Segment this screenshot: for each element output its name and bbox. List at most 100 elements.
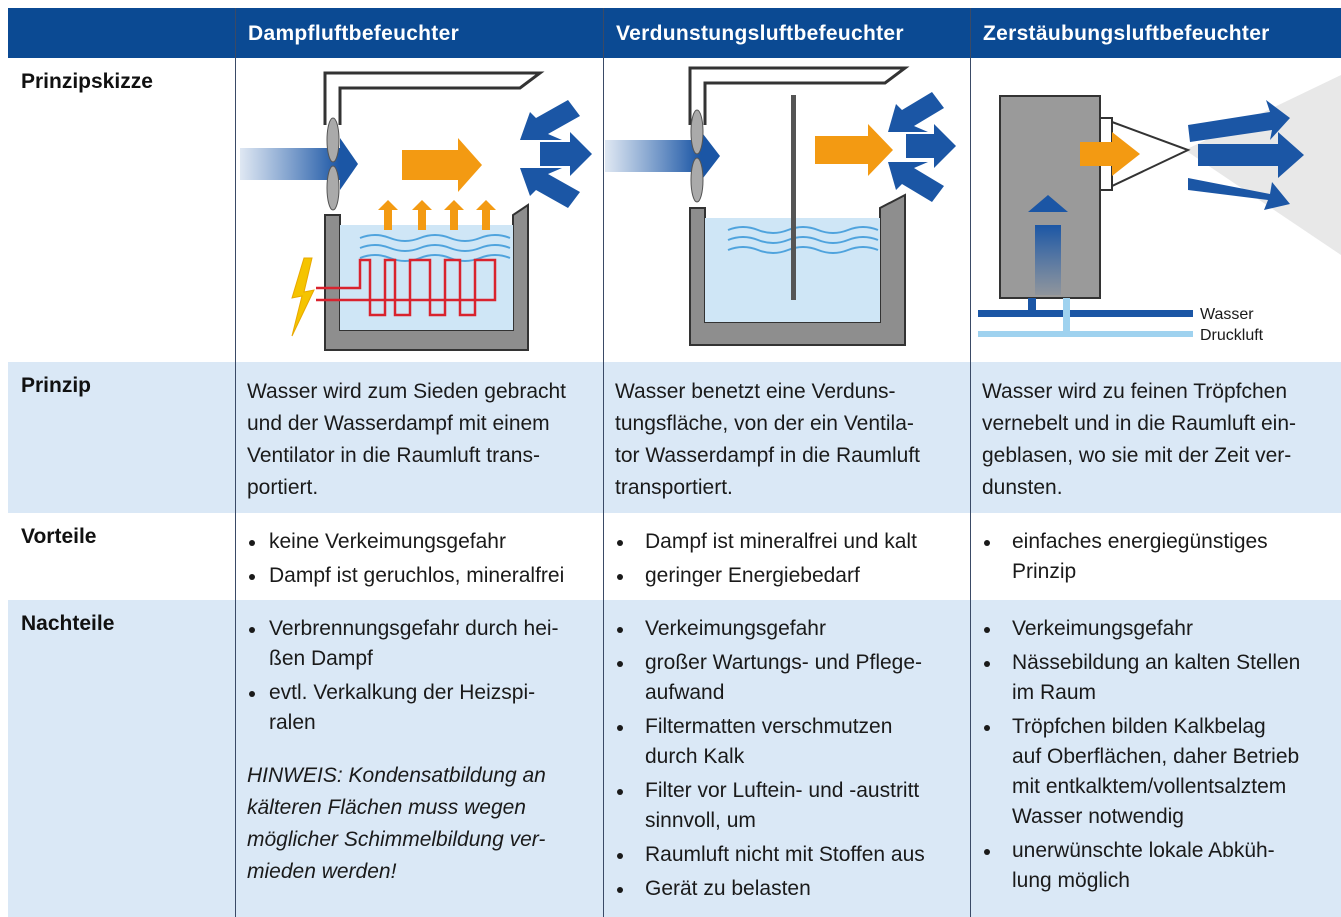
- text-line: Verbrennungsgefahr durch hei-: [269, 617, 559, 640]
- text-line: evtl. Verkalkung der Heizspi-: [269, 681, 536, 704]
- text-line: Dampf ist geruchlos, mineralfrei: [269, 564, 565, 587]
- text-line: kälteren Flächen muss wegen: [247, 796, 526, 819]
- row-label: Vorteile: [21, 525, 97, 548]
- text-line: Raumluft nicht mit Stoffen aus: [645, 843, 925, 866]
- text-line: Prinzip: [1012, 560, 1077, 583]
- text-line: portiert.: [247, 476, 319, 499]
- text-line: Wasser wird zum Sieden gebracht: [247, 380, 567, 403]
- text-line: Verkeimungsgefahr: [645, 617, 826, 640]
- bullet-dot: [617, 661, 623, 667]
- text-line: Dampf ist mineralfrei und kalt: [645, 530, 917, 553]
- cell: Wasser wird zum Sieden gebracht und der W…: [247, 376, 566, 504]
- text-line: Gerät zu belasten: [645, 877, 811, 900]
- text-line: mit entkalktem/vollentsalztem: [1012, 775, 1287, 798]
- bullet-item: unerwünschte lokale Abküh-lung möglich: [982, 836, 1300, 896]
- bullet-item: Tröpfchen bilden Kalkbelag auf Oberfläche…: [982, 712, 1300, 832]
- bullet-dot: [617, 574, 623, 580]
- row-band: [8, 600, 1341, 917]
- column-rule: [970, 8, 971, 917]
- text-line: keine Verkeimungsgefahr: [269, 530, 506, 553]
- text-line: einfaches energiegünstiges: [1012, 530, 1268, 553]
- text-line: durch Kalk: [645, 745, 745, 768]
- row-band: [8, 362, 1341, 513]
- text-line: Ventilator in die Raumluft trans-: [247, 444, 540, 467]
- text-line: Wasser notwendig: [1012, 805, 1184, 828]
- note: HINWEIS: Kondensatbildung an kälteren Flä…: [247, 760, 559, 888]
- column-header: Dampfluftbefeuchter: [248, 22, 460, 45]
- text-line: mieden werden!: [247, 860, 397, 883]
- cell: keine Verkeimungsgefahr Dampf ist geruchl…: [247, 527, 564, 595]
- sketch-evaporation: [605, 66, 956, 346]
- text-line: tungsfläche, von der ein Ventila-: [615, 412, 914, 435]
- bullet-item: Filtermatten verschmutzen durch Kalk: [615, 712, 925, 772]
- bullet-dot: [249, 574, 255, 580]
- bullet-dot: [249, 540, 255, 546]
- bullet-item: geringer Energiebedarf: [615, 561, 917, 591]
- header-band: [8, 8, 1341, 58]
- bullet-dot: [617, 789, 623, 795]
- text-line: tor Wasserdampf in die Raumluft: [615, 444, 921, 467]
- text-line: Wasser benetzt eine Verduns-: [615, 380, 896, 403]
- cell: Verbrennungsgefahr durch hei-ßen Dampf ev…: [247, 614, 559, 888]
- row-label: Prinzip: [21, 374, 92, 397]
- bullet-dot: [617, 853, 623, 859]
- bullet-item: Gerät zu belasten: [615, 874, 925, 904]
- bullet-dot: [617, 627, 623, 633]
- text-line: transportiert.: [615, 476, 733, 499]
- row-label: Prinzipskizze: [21, 70, 153, 93]
- bullet-item: Nässebildung an kalten Stellen im Raum: [982, 648, 1300, 708]
- bullet-item: evtl. Verkalkung der Heizspi-ralen: [247, 678, 559, 738]
- text-line: sinnvoll, um: [645, 809, 756, 832]
- text-line: vernebelt und in die Raumluft ein-: [982, 412, 1297, 435]
- text-line: geringer Energiebedarf: [645, 564, 860, 587]
- bullet-item: Verkeimungsgefahr: [982, 614, 1300, 644]
- cell: Verkeimungsgefahr Nässebildung an kalten …: [982, 614, 1300, 900]
- text-line: großer Wartungs- und Pflege-: [645, 651, 923, 674]
- bullet-item: Dampf ist mineralfrei und kalt: [615, 527, 917, 557]
- text-line: unerwünschte lokale Abküh-: [1012, 839, 1275, 862]
- bullet-dot: [984, 725, 990, 731]
- bullet-item: einfaches energiegünstiges Prinzip: [982, 527, 1268, 587]
- sketch-label: Wasser: [1200, 306, 1254, 323]
- text-line: aufwand: [645, 681, 725, 704]
- text-line: lung möglich: [1012, 869, 1130, 892]
- text-line: ßen Dampf: [269, 647, 373, 670]
- text-line: und der Wasserdampf mit einem: [247, 412, 550, 435]
- bullet-item: keine Verkeimungsgefahr: [247, 527, 564, 557]
- text-line: Verkeimungsgefahr: [1012, 617, 1193, 640]
- bullet-item: Raumluft nicht mit Stoffen aus: [615, 840, 925, 870]
- bullet-item: Verkeimungsgefahr: [615, 614, 925, 644]
- cell: einfaches energiegünstiges Prinzip: [982, 527, 1268, 591]
- column-header: Verdunstungsluftbefeuchter: [616, 22, 904, 45]
- bullet-dot: [617, 887, 623, 893]
- text-line: dunsten.: [982, 476, 1063, 499]
- text-line: im Raum: [1012, 681, 1097, 704]
- sketch-label: Druckluft: [1200, 327, 1264, 344]
- cell: Dampf ist mineralfrei und kalt geringer E…: [615, 527, 917, 595]
- text-line: Filter vor Luftein- und -austritt: [645, 779, 920, 802]
- text-line: Nässebildung an kalten Stellen: [1012, 651, 1301, 674]
- sketch-steam: [240, 71, 592, 351]
- text-line: auf Oberflächen, daher Betrieb: [1012, 745, 1300, 768]
- text-line: ralen: [269, 711, 316, 734]
- bullet-item: großer Wartungs- und Pflege-aufwand: [615, 648, 925, 708]
- text-line: möglicher Schimmelbildung ver-: [247, 828, 546, 851]
- bullet-dot: [984, 627, 990, 633]
- text-line: Wasser wird zu feinen Tröpfchen: [982, 380, 1288, 403]
- cell: Verkeimungsgefahr großer Wartungs- und Pf…: [615, 614, 925, 908]
- bullet-item: Dampf ist geruchlos, mineralfrei: [247, 561, 564, 591]
- bullet-item: Verbrennungsgefahr durch hei-ßen Dampf: [247, 614, 559, 674]
- row-label: Nachteile: [21, 612, 115, 635]
- bullet-dot: [617, 540, 623, 546]
- cell: Wasser benetzt eine Verduns-tungsfläche,…: [615, 376, 920, 504]
- bullet-item: Filter vor Luftein- und -austritt sinnvol…: [615, 776, 925, 836]
- text-line: geblasen, wo sie mit der Zeit ver-: [982, 444, 1292, 467]
- cell: Wasser wird zu feinen Tröpfchen vernebelt…: [982, 376, 1296, 504]
- text-line: Tröpfchen bilden Kalkbelag: [1012, 715, 1266, 738]
- bullet-dot: [249, 691, 255, 697]
- bullet-dot: [984, 849, 990, 855]
- bullet-dot: [249, 627, 255, 633]
- bullet-dot: [617, 725, 623, 731]
